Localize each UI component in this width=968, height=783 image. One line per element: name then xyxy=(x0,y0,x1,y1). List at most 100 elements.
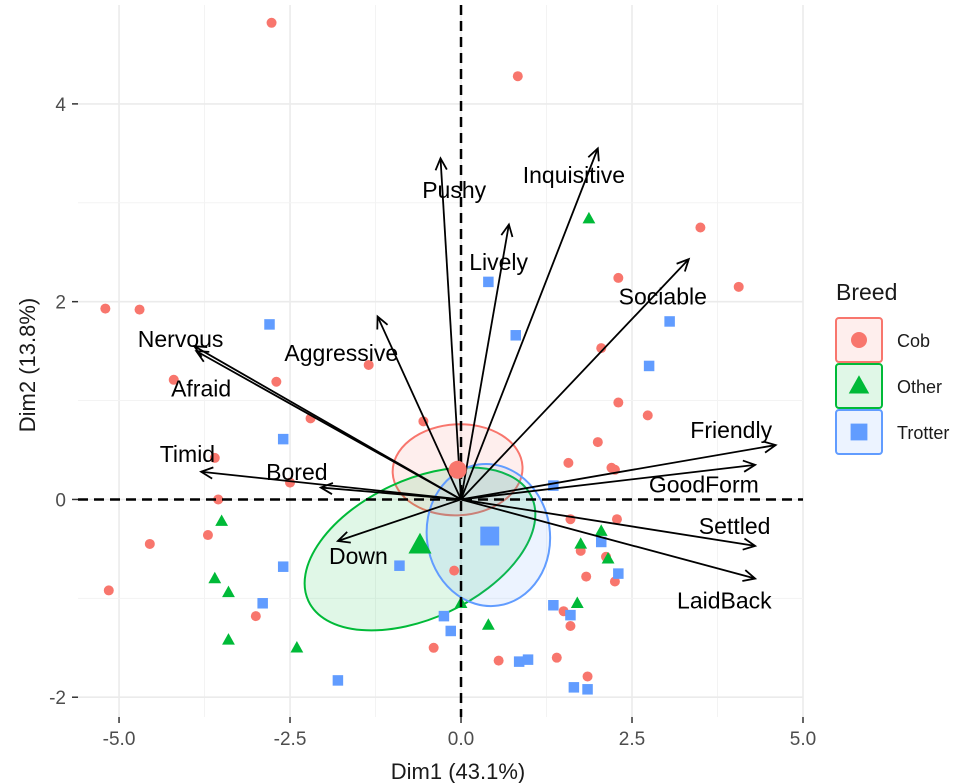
arrowhead-lively xyxy=(500,222,514,238)
arrow-laidback xyxy=(460,498,756,580)
point-trotter xyxy=(394,560,405,571)
point-cob xyxy=(271,376,282,387)
x-tick-label: 2.5 xyxy=(619,729,645,750)
point-cob xyxy=(134,304,145,315)
mean-other xyxy=(408,532,432,554)
variable-label-inquisitive: Inquisitive xyxy=(523,162,625,188)
point-trotter xyxy=(277,433,289,445)
point-cob xyxy=(695,222,706,233)
arrowhead-laidback xyxy=(742,569,758,582)
variable-label-bored: Bored xyxy=(266,459,327,485)
x-tick-label: 0.0 xyxy=(448,729,474,750)
point-trotter xyxy=(257,598,268,609)
arrow-bored xyxy=(320,486,462,501)
point-trotter xyxy=(595,536,607,548)
point-cob xyxy=(250,611,261,622)
arrow-sociable xyxy=(460,258,690,501)
point-other xyxy=(574,537,588,549)
arrow-pushy xyxy=(439,158,462,500)
legend-title: Breed xyxy=(836,279,897,305)
point-trotter xyxy=(664,316,675,327)
arrowhead-pushy xyxy=(434,156,448,171)
x-tick-label: -2.5 xyxy=(274,729,307,750)
point-other xyxy=(290,641,304,653)
variable-label-lively: Lively xyxy=(469,249,528,275)
point-cob xyxy=(592,437,603,448)
arrow-down xyxy=(337,498,462,542)
variable-label-pushy: Pushy xyxy=(422,177,486,203)
point-other xyxy=(215,514,229,526)
arrow-lively xyxy=(460,224,510,500)
arrowhead-sociable xyxy=(676,257,691,272)
point-cob xyxy=(449,565,460,576)
point-trotter xyxy=(332,675,344,686)
point-trotter xyxy=(277,561,289,572)
point-cob xyxy=(202,530,213,541)
variable-label-friendly: Friendly xyxy=(690,417,772,443)
variable-label-laidback: LaidBack xyxy=(677,587,772,613)
arrowhead-timid xyxy=(199,466,214,480)
point-cob xyxy=(209,452,220,463)
variable-label-aggressive: Aggressive xyxy=(284,340,398,366)
point-cob xyxy=(363,359,374,370)
variable-label-goodform: GoodForm xyxy=(649,472,759,498)
zero-lines xyxy=(78,5,803,717)
point-other xyxy=(570,596,584,609)
legend-label-trotter: Trotter xyxy=(897,423,949,443)
point-cob xyxy=(611,514,622,525)
point-trotter xyxy=(510,330,521,341)
point-cob xyxy=(563,457,574,468)
variable-label-nervous: Nervous xyxy=(138,326,224,352)
arrow-friendly xyxy=(460,444,776,501)
arrowhead-friendly xyxy=(762,440,778,454)
point-cob xyxy=(642,410,653,421)
point-trotter xyxy=(522,654,534,665)
point-trotter xyxy=(445,625,457,637)
y-tick-label: 0 xyxy=(55,490,66,511)
point-cob xyxy=(565,621,576,632)
point-cob xyxy=(512,71,523,82)
variable-label-timid: Timid xyxy=(160,441,215,467)
legend-label-other: Other xyxy=(897,377,942,397)
point-cob xyxy=(596,343,607,354)
group-means xyxy=(408,460,500,554)
arrowhead-goodform xyxy=(742,459,758,473)
x-axis-title: Dim1 (43.1%) xyxy=(391,759,525,783)
y-tick-label: 2 xyxy=(55,293,66,314)
point-trotter xyxy=(643,360,655,372)
point-cob xyxy=(100,303,111,314)
mean-cob xyxy=(448,460,467,479)
axis-ticks: -5.0 -2.5 0.0 2.5 5.0 -2 0 2 4 xyxy=(49,95,816,750)
arrow-settled xyxy=(460,498,756,547)
point-trotter xyxy=(582,684,593,695)
arrowhead-bored xyxy=(318,482,334,495)
point-trotter xyxy=(613,568,624,579)
point-cob xyxy=(551,652,562,663)
arrowhead-down xyxy=(335,531,351,544)
point-other xyxy=(222,585,235,598)
arrow-afraid xyxy=(195,350,462,501)
arrow-timid xyxy=(201,470,462,501)
point-other xyxy=(601,552,615,564)
variable-arrows xyxy=(192,146,778,582)
point-cob xyxy=(168,374,179,385)
point-cob xyxy=(582,671,593,682)
arrowhead-inquisitive xyxy=(587,146,600,162)
point-trotter xyxy=(548,480,559,491)
point-cob xyxy=(733,281,744,292)
point-trotter xyxy=(565,609,576,621)
point-cob xyxy=(613,397,624,408)
point-cob xyxy=(613,272,624,283)
y-tick-label: 4 xyxy=(55,95,66,116)
point-cob xyxy=(266,17,277,28)
point-other xyxy=(208,571,222,584)
mean-trotter xyxy=(480,526,500,546)
variable-label-afraid: Afraid xyxy=(171,376,231,402)
point-trotter xyxy=(264,319,275,330)
legend-label-cob: Cob xyxy=(897,331,930,351)
arrowhead-settled xyxy=(742,537,758,551)
point-cob xyxy=(493,655,504,666)
point-cob xyxy=(581,571,592,582)
arrowhead-afraid xyxy=(194,350,210,363)
